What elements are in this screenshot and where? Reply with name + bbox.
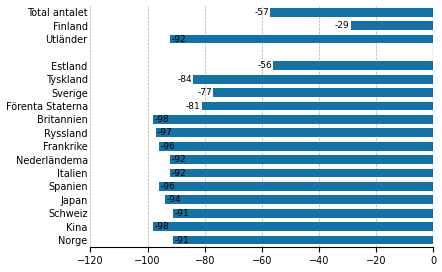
Bar	[171, 155, 434, 164]
Text: -29: -29	[335, 21, 349, 30]
Text: -91: -91	[175, 209, 190, 218]
Text: -91: -91	[175, 236, 190, 245]
Bar	[202, 102, 434, 110]
Bar	[159, 142, 434, 151]
Bar	[171, 169, 434, 177]
Text: -56: -56	[257, 61, 272, 70]
Text: -98: -98	[155, 222, 169, 231]
Text: -92: -92	[172, 155, 187, 164]
Text: -84: -84	[177, 75, 192, 84]
Bar	[213, 88, 434, 97]
Bar	[273, 61, 434, 70]
Bar	[159, 182, 434, 191]
Text: -92: -92	[172, 169, 187, 178]
Bar	[173, 209, 434, 218]
Text: -57: -57	[254, 8, 269, 17]
Bar	[153, 222, 434, 231]
Bar	[271, 8, 434, 17]
Bar	[193, 75, 434, 84]
Text: -96: -96	[160, 182, 175, 191]
Bar	[165, 196, 434, 204]
Bar	[173, 236, 434, 244]
Text: -77: -77	[197, 88, 212, 97]
Bar	[156, 128, 434, 137]
Text: -92: -92	[172, 35, 187, 44]
Text: -98: -98	[155, 115, 169, 124]
Bar	[171, 35, 434, 44]
Text: -97: -97	[158, 128, 172, 137]
Bar	[153, 115, 434, 124]
Text: -81: -81	[186, 101, 201, 110]
Text: -96: -96	[160, 142, 175, 151]
Text: -94: -94	[166, 195, 181, 204]
Bar	[351, 21, 434, 30]
